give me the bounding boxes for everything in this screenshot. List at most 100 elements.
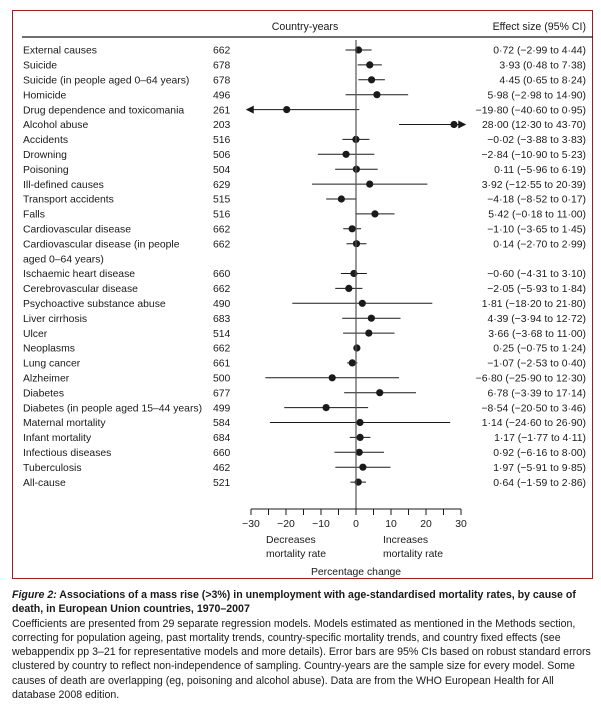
row-effect-size: 28·00 (12·30 to 43·70) <box>482 120 586 131</box>
row-label: Alcohol abuse <box>23 120 88 131</box>
point-estimate <box>342 150 350 158</box>
row-country-years: 629 <box>213 180 231 191</box>
point-estimate <box>367 314 375 322</box>
table-row: Diabetes 677 6·78 (−3·39 to 17·14) <box>23 388 586 399</box>
table-row: External causes 662 0·72 (−2·99 to 4·44) <box>23 46 586 57</box>
row-label: Ischaemic heart disease <box>23 269 135 280</box>
row-country-years: 462 <box>213 463 231 474</box>
row-effect-size: 0·25 (−0·75 to 1·24) <box>493 344 586 355</box>
point-estimate <box>337 195 345 203</box>
point-estimate <box>345 284 353 292</box>
point-estimate <box>376 389 384 397</box>
row-effect-size: −1·10 (−3·65 to 1·45) <box>487 225 586 236</box>
row-country-years: 261 <box>213 105 231 116</box>
table-row: Suicide 678 3·93 (0·48 to 7·38) <box>23 61 586 72</box>
row-country-years: 516 <box>213 135 231 146</box>
table-row: Infant mortality 684 1·17 (−1·77 to 4·11) <box>23 433 586 444</box>
row-country-years: 584 <box>213 418 231 429</box>
caption-title: Figure 2: Associations of a mass rise (>… <box>12 588 596 617</box>
row-label: Psychoactive substance abuse <box>23 299 166 310</box>
x-tick-label: 30 <box>455 519 467 530</box>
point-estimate <box>358 299 366 307</box>
row-effect-size: −6·80 (−25·90 to 12·30) <box>476 374 586 385</box>
point-estimate <box>366 180 374 188</box>
row-effect-size: 1·81 (−18·20 to 21·80) <box>482 299 586 310</box>
point-estimate <box>356 418 364 427</box>
row-effect-size: −0·02 (−3·88 to 3·83) <box>487 135 586 146</box>
point-estimate <box>348 225 356 233</box>
row-label: Liver cirrhosis <box>23 314 87 325</box>
point-estimate <box>322 404 330 412</box>
x-axis: −30 −20 −10 0 10 20 30 <box>242 40 467 530</box>
table-row: Suicide (in people aged 0–64 years) 678 4·… <box>23 76 586 87</box>
row-country-years: 521 <box>213 478 231 489</box>
row-country-years: 662 <box>213 239 231 250</box>
row-effect-size: 5·42 (−0·18 to 11·00) <box>488 210 586 221</box>
row-country-years: 203 <box>213 120 231 131</box>
point-estimate <box>348 359 356 367</box>
row-country-years: 678 <box>213 76 231 87</box>
point-estimate <box>366 61 374 69</box>
x-tick-label: −10 <box>312 519 330 530</box>
row-effect-size: −1·07 (−2·53 to 0·40) <box>487 359 586 370</box>
table-row: Alzheimer 500 −6·80 (−25·90 to 12·30) <box>23 374 586 385</box>
figure-frame <box>12 10 593 579</box>
direction-left-line2: mortality rate <box>266 549 326 560</box>
table-row: Alcohol abuse 203 28·00 (12·30 to 43·70) <box>23 120 586 131</box>
row-label: Ulcer <box>23 329 48 340</box>
row-country-years: 515 <box>213 195 231 206</box>
row-label: Cardiovascular disease (in people <box>23 239 180 250</box>
table-row: Liver cirrhosis 683 4·39 (−3·94 to 12·72) <box>23 314 586 325</box>
table-row: Drug dependence and toxicomania 261 −19·80… <box>23 105 586 116</box>
row-effect-size: 0·14 (−2·70 to 2·99) <box>493 239 586 250</box>
row-effect-size: 3·92 (−12·55 to 20·39) <box>482 180 586 191</box>
row-label: Infectious diseases <box>23 448 111 459</box>
row-label: Infant mortality <box>23 433 92 444</box>
row-country-years: 516 <box>213 210 231 221</box>
table-row: Homicide 496 5·98 (−2·98 to 14·90) <box>23 90 586 101</box>
row-country-years: 678 <box>213 61 231 72</box>
row-effect-size: 0·64 (−1·59 to 2·86) <box>493 478 586 489</box>
table-row: Tuberculosis 462 1·97 (−5·91 to 9·85) <box>23 463 586 474</box>
row-country-years: 661 <box>213 359 231 370</box>
row-effect-size: −19·80 (−40·60 to 0·95) <box>476 105 586 116</box>
row-effect-size: 4·45 (0·65 to 8·24) <box>499 76 586 87</box>
table-row: Poisoning 504 0·11 (−5·96 to 6·19) <box>23 165 586 176</box>
row-country-years: 662 <box>213 284 231 295</box>
table-row: Psychoactive substance abuse 490 1·81 (−18… <box>23 299 586 310</box>
row-label-continued: aged 0–64 years) <box>23 254 104 265</box>
table-row: Falls 516 5·42 (−0·18 to 11·00) <box>23 210 586 221</box>
point-estimate <box>359 463 367 471</box>
table-row: Ulcer 514 3·66 (−3·68 to 11·00) <box>23 329 586 340</box>
row-effect-size: 6·78 (−3·39 to 17·14) <box>488 388 586 399</box>
row-label: Poisoning <box>23 165 69 176</box>
x-tick-label: 20 <box>420 519 432 530</box>
table-row: Cerebrovascular disease 662 −2·05 (−5·93 t… <box>23 284 586 295</box>
row-effect-size: −0·60 (−4·31 to 3·10) <box>487 269 586 280</box>
direction-right-line2: mortality rate <box>383 549 443 560</box>
row-label: Ill-defined causes <box>23 180 104 191</box>
point-estimate <box>373 91 381 99</box>
row-country-years: 677 <box>213 388 231 399</box>
row-label: Suicide (in people aged 0–64 years) <box>23 76 189 87</box>
point-estimate <box>328 374 336 382</box>
table-row: Lung cancer 661 −1·07 (−2·53 to 0·40) <box>23 359 586 370</box>
point-estimate <box>353 344 361 352</box>
x-axis-label: Percentage change <box>311 567 401 578</box>
row-label: Maternal mortality <box>23 418 106 429</box>
row-effect-size: 0·72 (−2·99 to 4·44) <box>493 46 586 57</box>
row-label: Diabetes <box>23 388 64 399</box>
row-label: Cerebrovascular disease <box>23 284 138 295</box>
row-label: Alzheimer <box>23 374 70 385</box>
row-effect-size: 5·98 (−2·98 to 14·90) <box>488 90 586 101</box>
table-row: Infectious diseases 660 0·92 (−6·16 to 8·0… <box>23 448 586 459</box>
point-estimate <box>354 46 363 54</box>
point-estimate <box>355 448 363 456</box>
row-effect-size: −2·84 (−10·90 to 5·23) <box>481 150 586 161</box>
point-estimate <box>450 120 458 129</box>
row-country-years: 506 <box>213 150 231 161</box>
x-tick-label: −30 <box>242 519 260 530</box>
header-effect-size: Effect size (95% CI) <box>493 21 586 33</box>
row-label: Cardiovascular disease <box>23 225 131 236</box>
caption-title-text: Associations of a mass rise (>3%) in une… <box>12 589 576 616</box>
